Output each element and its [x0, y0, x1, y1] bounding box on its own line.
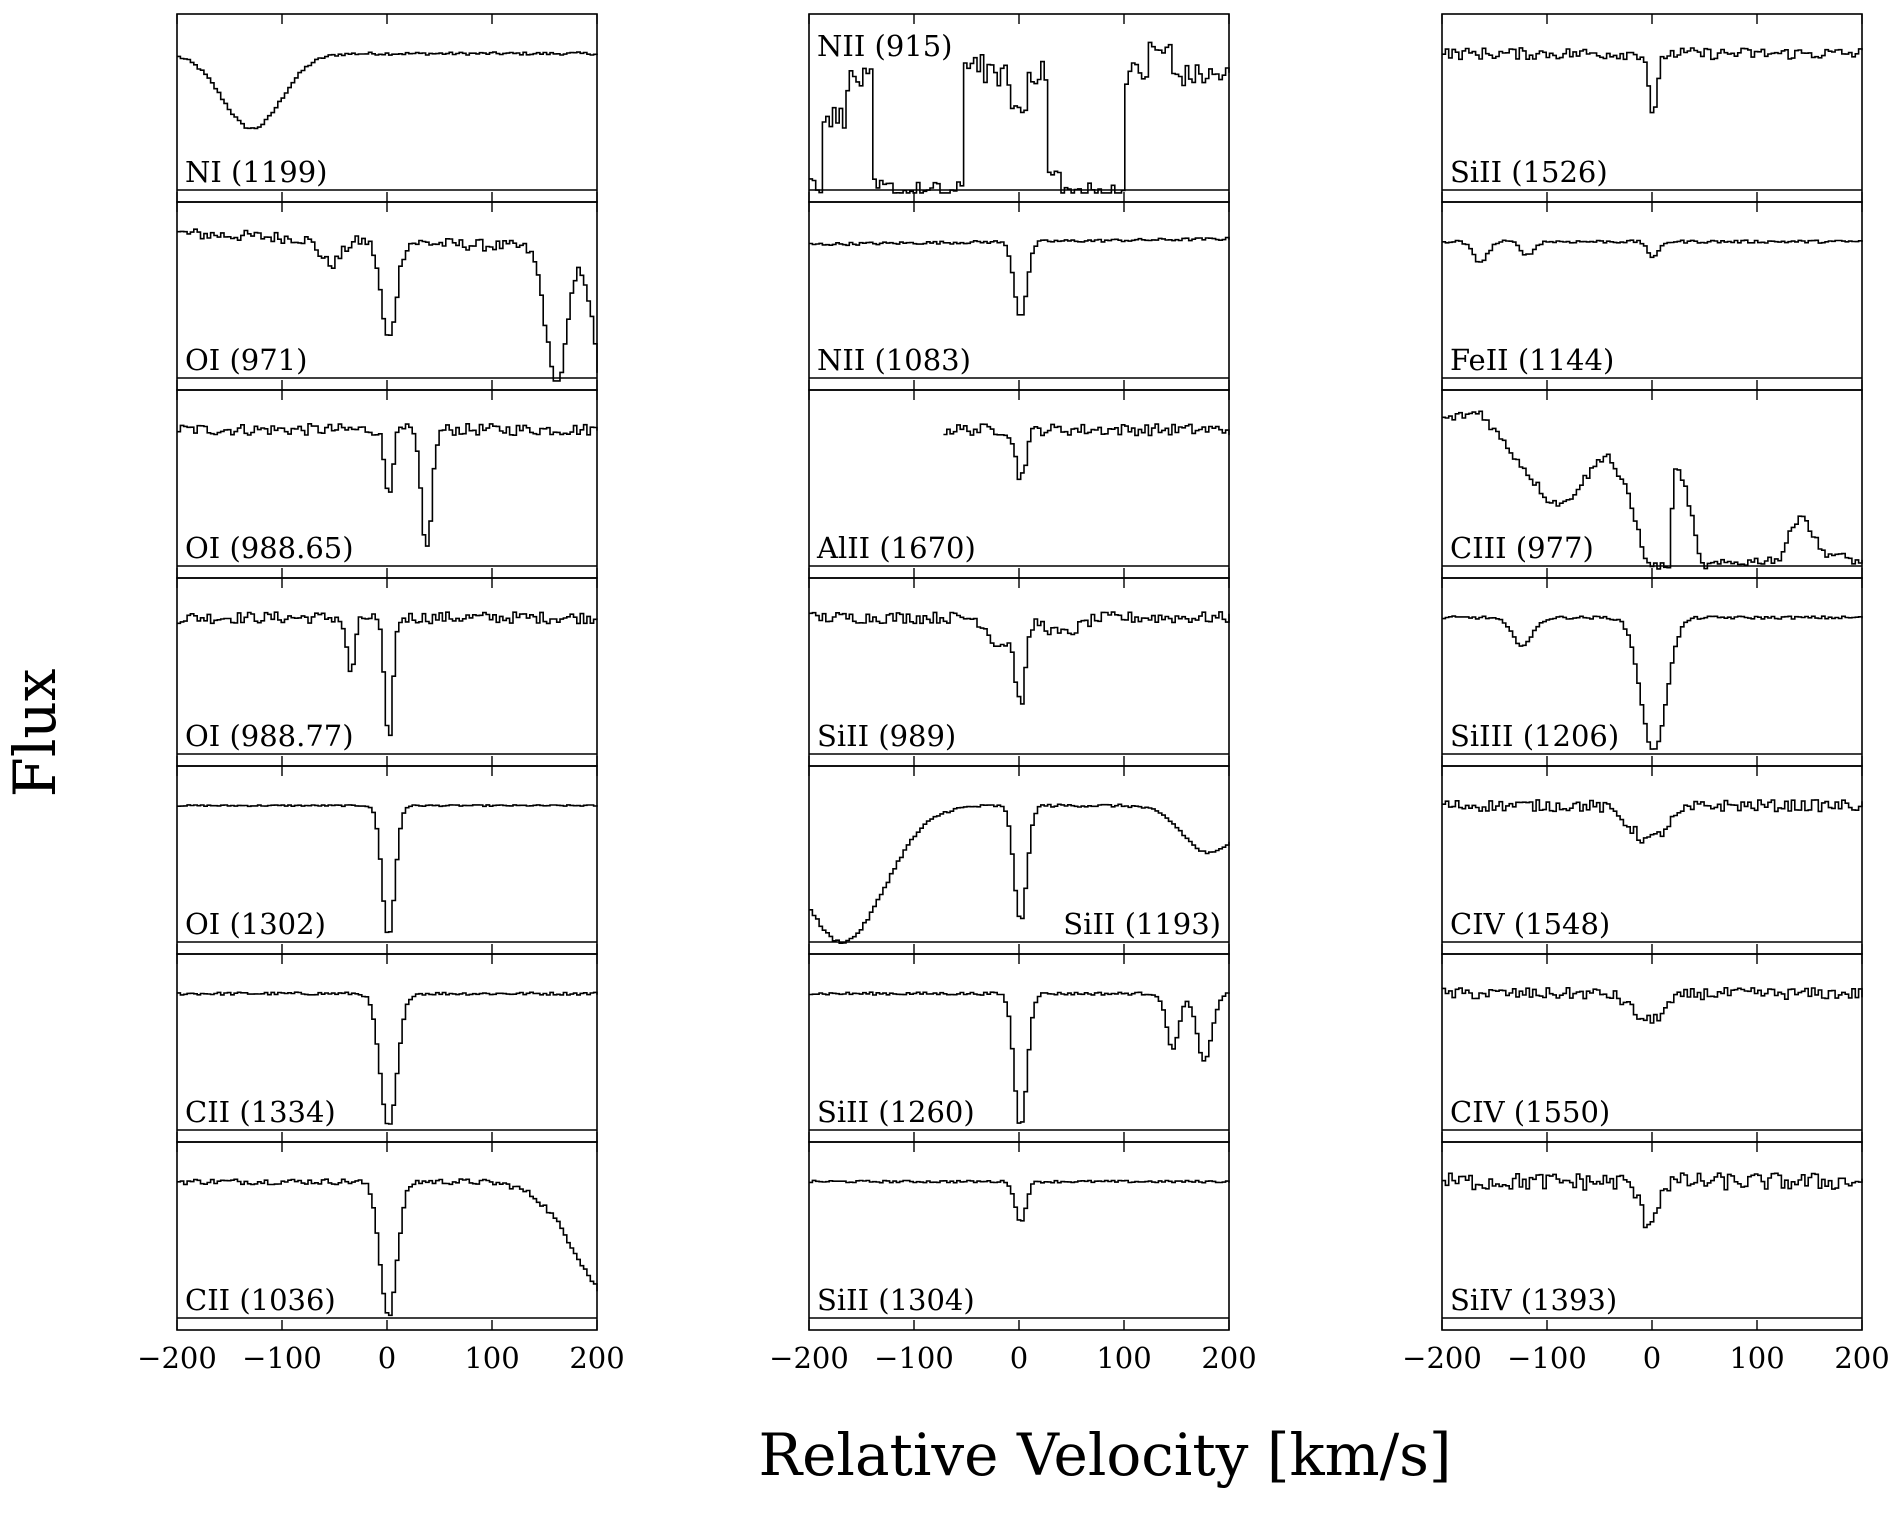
- x-tick-label: 200: [1834, 1341, 1889, 1375]
- x-axis-title: Relative Velocity [km/s]: [758, 1421, 1451, 1489]
- panel-label: AlII (1670): [816, 531, 976, 565]
- spectrum-panel: CII (1334): [176, 953, 598, 1143]
- x-tick-label: −200: [1402, 1341, 1482, 1375]
- panel-label: SiII (1193): [1063, 907, 1221, 941]
- x-tick-label: 0: [378, 1341, 396, 1375]
- panel-label: CIV (1550): [1450, 1095, 1610, 1129]
- flux-spectrum: [809, 991, 1230, 1124]
- panel-label: FeII (1144): [1450, 343, 1614, 377]
- spectrum-panel: NI (1199): [176, 13, 598, 203]
- x-tick-label: 200: [569, 1341, 624, 1375]
- x-tick-label: 100: [464, 1341, 519, 1375]
- x-tick-label: 100: [1729, 1341, 1784, 1375]
- spectrum-panel: CII (1036): [176, 1141, 598, 1331]
- panel-label: CII (1334): [185, 1095, 336, 1129]
- x-tick-label: 200: [1201, 1341, 1256, 1375]
- panel-column: NII (915) NII (1083) AlII (1670) SiII (989)…: [769, 13, 1257, 1375]
- flux-spectrum: [177, 804, 598, 934]
- spectrum-panel: FeII (1144): [1441, 201, 1863, 391]
- panel-label: OI (988.77): [185, 719, 354, 753]
- spectrum-panel: OI (988.77): [176, 577, 598, 767]
- panel-label: OI (988.65): [185, 531, 354, 565]
- x-tick-label: −200: [769, 1341, 849, 1375]
- x-tick-label: 100: [1096, 1341, 1151, 1375]
- spectrum-panel: SiII (1193): [808, 765, 1230, 955]
- spectrum-panel: NII (1083): [808, 201, 1230, 391]
- flux-spectrum: [177, 51, 598, 130]
- panel-label: NII (915): [817, 29, 952, 63]
- spectrum-panel: OI (988.65): [176, 389, 598, 579]
- panel-columns: NI (1199) OI (971) OI (988.65) OI (988.77) O…: [137, 13, 1890, 1375]
- spectrum-panel: AlII (1670): [808, 389, 1230, 579]
- panel-label: OI (1302): [185, 907, 326, 941]
- panel-column: SiII (1526) FeII (1144) CIII (977) SiIII (1…: [1402, 13, 1890, 1375]
- panel-label: SiII (1304): [817, 1283, 975, 1317]
- panel-label: SiII (989): [817, 719, 956, 753]
- flux-spectrum: [1442, 47, 1863, 114]
- flux-spectrum: [809, 41, 1230, 194]
- flux-spectrum: [177, 423, 598, 547]
- panel-label: NII (1083): [817, 343, 971, 377]
- flux-spectrum: [809, 611, 1230, 705]
- spectrum-panel: OI (1302): [176, 765, 598, 955]
- panel-label: SiIV (1393): [1450, 1283, 1617, 1317]
- flux-spectrum: [809, 236, 1230, 316]
- flux-spectrum: [177, 1178, 598, 1317]
- panel-label: SiIII (1206): [1450, 719, 1619, 753]
- flux-spectrum: [1442, 239, 1863, 263]
- flux-spectrum: [1442, 1172, 1863, 1229]
- x-tick-label: −100: [874, 1341, 954, 1375]
- spectrum-panel: SiII (1260): [808, 953, 1230, 1143]
- spectrum-panel: CIV (1548): [1441, 765, 1863, 955]
- flux-spectrum: [1442, 799, 1863, 844]
- panel-label: SiII (1526): [1450, 155, 1608, 189]
- panel-column: NI (1199) OI (971) OI (988.65) OI (988.77) O…: [137, 13, 625, 1375]
- flux-spectrum: [809, 1179, 1230, 1222]
- flux-spectrum: [943, 423, 1230, 481]
- y-axis-title: Flux: [1, 669, 69, 798]
- spectrum-panel: SiIII (1206): [1441, 577, 1863, 767]
- flux-spectrum: [177, 611, 598, 737]
- panel-label: NI (1199): [185, 155, 327, 189]
- panel-label: CII (1036): [185, 1283, 336, 1317]
- spectrum-panel: CIII (977): [1441, 389, 1863, 579]
- panel-label: CIII (977): [1450, 531, 1594, 565]
- flux-spectrum: [809, 803, 1230, 944]
- x-tick-label: 0: [1010, 1341, 1028, 1375]
- spectrum-panel: NII (915): [808, 13, 1230, 203]
- x-tick-label: 0: [1643, 1341, 1661, 1375]
- spectrum-panel: SiIV (1393): [1441, 1141, 1863, 1331]
- x-tick-label: −100: [242, 1341, 322, 1375]
- flux-spectrum: [177, 228, 598, 382]
- flux-spectrum: [177, 991, 598, 1125]
- x-tick-label: −100: [1507, 1341, 1587, 1375]
- panel-label: CIV (1548): [1450, 907, 1610, 941]
- flux-spectrum: [1442, 615, 1863, 750]
- spectrum-panel: CIV (1550): [1441, 953, 1863, 1143]
- panel-label: OI (971): [185, 343, 307, 377]
- panel-label: SiII (1260): [817, 1095, 975, 1129]
- x-tick-label: −200: [137, 1341, 217, 1375]
- spectrum-panel: OI (971): [176, 201, 598, 391]
- spectrum-panel: SiII (989): [808, 577, 1230, 767]
- flux-spectrum: [1442, 987, 1863, 1024]
- spectrum-panel: SiII (1304): [808, 1141, 1230, 1331]
- spectrum-panel: SiII (1526): [1441, 13, 1863, 203]
